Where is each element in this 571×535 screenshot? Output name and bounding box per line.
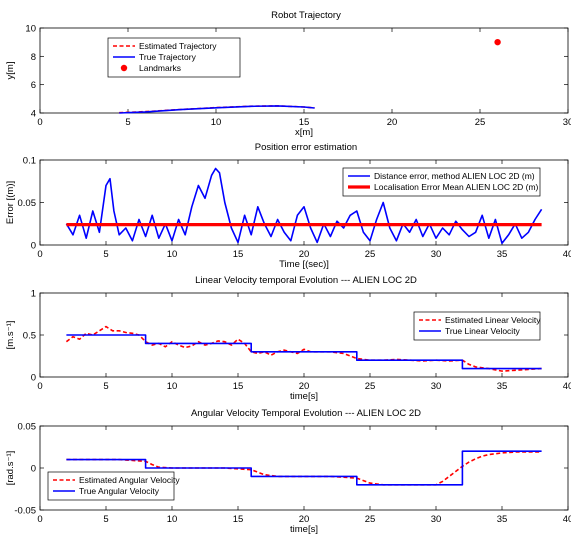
legend-box <box>413 311 541 341</box>
y-tick-label: 0 <box>31 464 36 475</box>
legend-marker <box>120 64 128 72</box>
x-tick-label: 25 <box>365 514 376 525</box>
series-line-true-linear-velocity <box>66 334 542 370</box>
x-tick-label: 10 <box>167 514 178 525</box>
chart-title: Robot Trajectory <box>271 10 341 21</box>
x-tick-label: 15 <box>233 514 244 525</box>
y-tick-label: 0 <box>31 241 36 252</box>
x-tick-label: 30 <box>431 514 442 525</box>
x-tick-label: 35 <box>497 514 508 525</box>
y-tick-label: 1 <box>31 289 36 300</box>
x-tick-label: 20 <box>387 117 398 128</box>
y-tick-label: 0.05 <box>18 422 37 433</box>
x-tick-label: 30 <box>563 117 571 128</box>
legend-label: Estimated Angular Velocity <box>79 475 180 485</box>
x-tick-label: 15 <box>233 381 244 392</box>
chart-2: Position error estimation 0 5 10 15 20 25 30 35 4… <box>5 142 571 270</box>
chart-title: Linear Velocity temporal Evolution --- A… <box>195 275 417 286</box>
y-axis-label: Error [(m)] <box>5 181 16 224</box>
x-tick-label: 5 <box>103 381 108 392</box>
x-tick-label: 35 <box>497 249 508 260</box>
legend-label: True Trajectory <box>139 52 197 62</box>
series-line-true-angular-velocity <box>66 450 542 486</box>
legend-box <box>47 471 175 501</box>
y-tick-label: 10 <box>25 24 36 35</box>
x-tick-label: 40 <box>563 249 571 260</box>
legend-box <box>342 167 541 197</box>
chart-4: Angular Velocity Temporal Evolution --- … <box>5 408 571 535</box>
x-axis-label: time[s] <box>290 391 318 402</box>
y-tick-label: -0.05 <box>14 506 36 517</box>
y-tick-label: 6 <box>31 80 36 91</box>
x-tick-label: 15 <box>299 117 310 128</box>
x-tick-label: 0 <box>37 249 42 260</box>
x-tick-label: 35 <box>497 381 508 392</box>
legend: Distance error, method ALIEN LOC 2D (m)L… <box>342 167 541 197</box>
legend-label: Landmarks <box>139 63 181 73</box>
x-tick-label: 30 <box>431 381 442 392</box>
x-tick-label: 10 <box>167 249 178 260</box>
x-axis-label: x[m] <box>295 127 313 138</box>
x-tick-label: 25 <box>365 249 376 260</box>
x-tick-label: 40 <box>563 381 571 392</box>
y-axis-label: [rad.s⁻¹] <box>5 451 16 486</box>
chart-title: Position error estimation <box>255 142 357 153</box>
x-tick-label: 20 <box>299 249 310 260</box>
series-line-true-trajectory <box>119 105 315 114</box>
x-tick-label: 10 <box>211 117 222 128</box>
legend-label: Estimated Trajectory <box>139 41 217 51</box>
chart-3: Linear Velocity temporal Evolution --- A… <box>5 275 571 402</box>
x-tick-label: 25 <box>475 117 486 128</box>
y-tick-label: 8 <box>31 52 36 63</box>
x-tick-label: 20 <box>299 381 310 392</box>
x-tick-label: 0 <box>37 117 42 128</box>
y-tick-label: 0.1 <box>23 156 36 167</box>
y-tick-label: 0.05 <box>18 198 37 209</box>
y-tick-label: 4 <box>31 109 36 120</box>
y-axis-label: [m.s⁻¹] <box>5 321 16 350</box>
x-tick-label: 40 <box>563 514 571 525</box>
y-tick-label: 0.5 <box>23 331 36 342</box>
x-tick-label: 5 <box>103 514 108 525</box>
x-tick-label: 25 <box>365 381 376 392</box>
x-tick-label: 20 <box>299 514 310 525</box>
legend-label: Estimated Linear Velocity <box>445 315 541 325</box>
chart-1: Robot Trajectory 0 5 10 15 20 25 30 4 6 8 10 x[m] y[m… <box>5 10 571 138</box>
x-axis-label: time[s] <box>290 524 318 535</box>
x-tick-label: 15 <box>233 249 244 260</box>
x-tick-label: 30 <box>431 249 442 260</box>
legend-label: Localisation Error Mean ALIEN LOC 2D (m) <box>374 182 539 192</box>
x-tick-label: 0 <box>37 381 42 392</box>
x-tick-label: 5 <box>125 117 130 128</box>
landmark-point <box>494 38 501 46</box>
y-tick-label: 0 <box>31 373 36 384</box>
legend-label: Distance error, method ALIEN LOC 2D (m) <box>374 171 535 181</box>
chart-title: Angular Velocity Temporal Evolution --- … <box>191 408 421 419</box>
x-tick-label: 0 <box>37 514 42 525</box>
legend-label: True Linear Velocity <box>445 326 521 336</box>
x-tick-label: 10 <box>167 381 178 392</box>
x-axis-label: Time [(sec)] <box>279 259 329 270</box>
legend-label: True Angular Velocity <box>79 486 160 496</box>
x-tick-label: 5 <box>103 249 108 260</box>
y-axis-label: y[m] <box>5 62 16 80</box>
